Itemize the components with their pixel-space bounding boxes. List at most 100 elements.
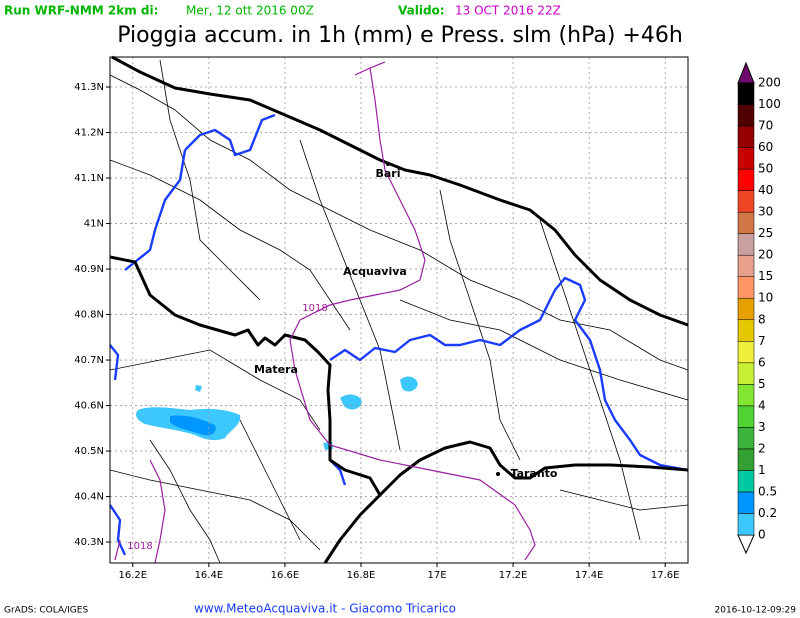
colorbar-segment [737,254,755,277]
y-tick-label: 40.3N [74,537,104,548]
province-border [329,276,689,472]
run-date: Mer, 12 ott 2016 00Z [186,4,314,18]
colorbar-label: 0.5 [758,484,777,498]
y-tick-label: 41.3N [74,82,104,93]
y-tick-label: 40.7N [74,355,104,366]
place-label: Taranto [510,467,557,480]
province-borders [109,113,689,556]
border-line [299,139,401,451]
x-tick-label: 16.6E [271,570,300,581]
x-tick-label: 16.2E [119,570,148,581]
colorbar-end [737,61,755,84]
colorbar-segment [737,168,755,191]
colorbar-label: 1 [758,463,766,477]
colorbar-label: 0.2 [758,506,777,520]
colorbar-segment [737,448,755,471]
isobar [149,459,166,564]
y-tick-label: 40.5N [74,446,104,457]
colorbar-label: 4 [758,398,766,412]
colorbar-segment [737,513,755,536]
colorbar-label: 200 [758,76,781,90]
municipal-borders [109,59,689,564]
colorbar-segment [737,491,755,514]
colorbar: 0 0.2 0.5 1 2 3 4 5 6 7 8 10 15 20 25 30 40 50 60 70 100 200 [737,61,781,555]
valid-date: 13 OCT 2016 22Z [455,4,561,18]
colorbar-segment [737,211,755,234]
valid-label: Valido: [398,4,445,18]
colorbar-segment [737,319,755,342]
colorbar-label: 0 [758,528,766,542]
place-marker [386,162,390,166]
colorbar-label: 2 [758,441,766,455]
place-label: Matera [254,363,298,376]
border-line [439,189,521,461]
colorbar-label: 50 [758,162,773,176]
province-border [109,504,127,556]
colorbar-segment [737,125,755,148]
y-tick-label: 41N [84,219,104,230]
rain-patch [195,385,202,392]
border-line [149,439,221,564]
colorbar-segment [737,82,755,105]
colorbar-segment [737,190,755,213]
isobar [114,539,121,561]
map-title: Pioggia accum. in 1h (mm) e Press. slm (… [117,23,683,48]
map-frame [109,56,689,564]
isobars [114,61,536,564]
colorbar-segment [737,297,755,321]
footer-center: www.MeteoAcquaviva.it - Giacomo Tricaric… [194,602,456,616]
border-line [559,489,689,511]
colorbar-segment [737,147,755,170]
colorbar-label: 6 [758,355,766,369]
colorbar-label: 8 [758,312,766,326]
colorbar-end [737,534,755,555]
colorbar-label: 70 [758,119,773,133]
place-marker [496,472,500,476]
map-background [110,57,688,563]
footer-left: GrADS: COLA/IGES [4,606,88,616]
colorbar-segment [737,233,755,256]
colorbar-segment [737,276,755,299]
y-tick-label: 40.8N [74,310,104,321]
x-tick-label: 17.2E [499,570,528,581]
x-tick-label: 16.8E [347,570,376,581]
place-label: Acquaviva [343,265,407,278]
colorbar-segment [737,405,755,428]
coast-line [323,440,689,564]
colorbar-segment [737,470,755,493]
colorbar-label: 15 [758,269,773,283]
border-line [109,469,321,551]
colorbar-label: 5 [758,377,766,391]
border-line [399,299,689,401]
colorbar-label: 3 [758,420,766,434]
x-tick-label: 17.6E [651,570,680,581]
footer-right: 2016-10-12-09:29 [715,606,797,616]
border-line [109,74,689,371]
y-tick-label: 40.9N [74,264,104,275]
colorbar-label: 7 [758,334,766,348]
province-border [124,149,187,271]
isobar-label: 1018 [127,541,152,552]
y-tick-label: 40.6N [74,401,104,412]
colorbar-segment [737,427,755,450]
y-tick-label: 41.2N [74,128,104,139]
region-border [109,255,382,496]
colorbar-label: 100 [758,97,781,111]
colorbar-segment [737,104,755,127]
map-area: Bari Acquaviva Matera Taranto 1018 1018 … [74,55,689,581]
isobar [289,61,536,561]
colorbar-segment [737,362,755,385]
border-line [239,419,301,541]
rain-patch [400,376,418,392]
isobar-label: 1018 [302,303,327,314]
colorbar-segment [737,384,755,407]
colorbar-label: 40 [758,183,773,197]
coast-line [111,55,689,327]
colorbar-label: 60 [758,140,773,154]
border-line [109,159,351,331]
colorbar-label: 20 [758,248,773,262]
y-tick-label: 41.1N [74,173,104,184]
colorbar-label: 10 [758,291,773,305]
x-tick-label: 17E [428,570,447,581]
